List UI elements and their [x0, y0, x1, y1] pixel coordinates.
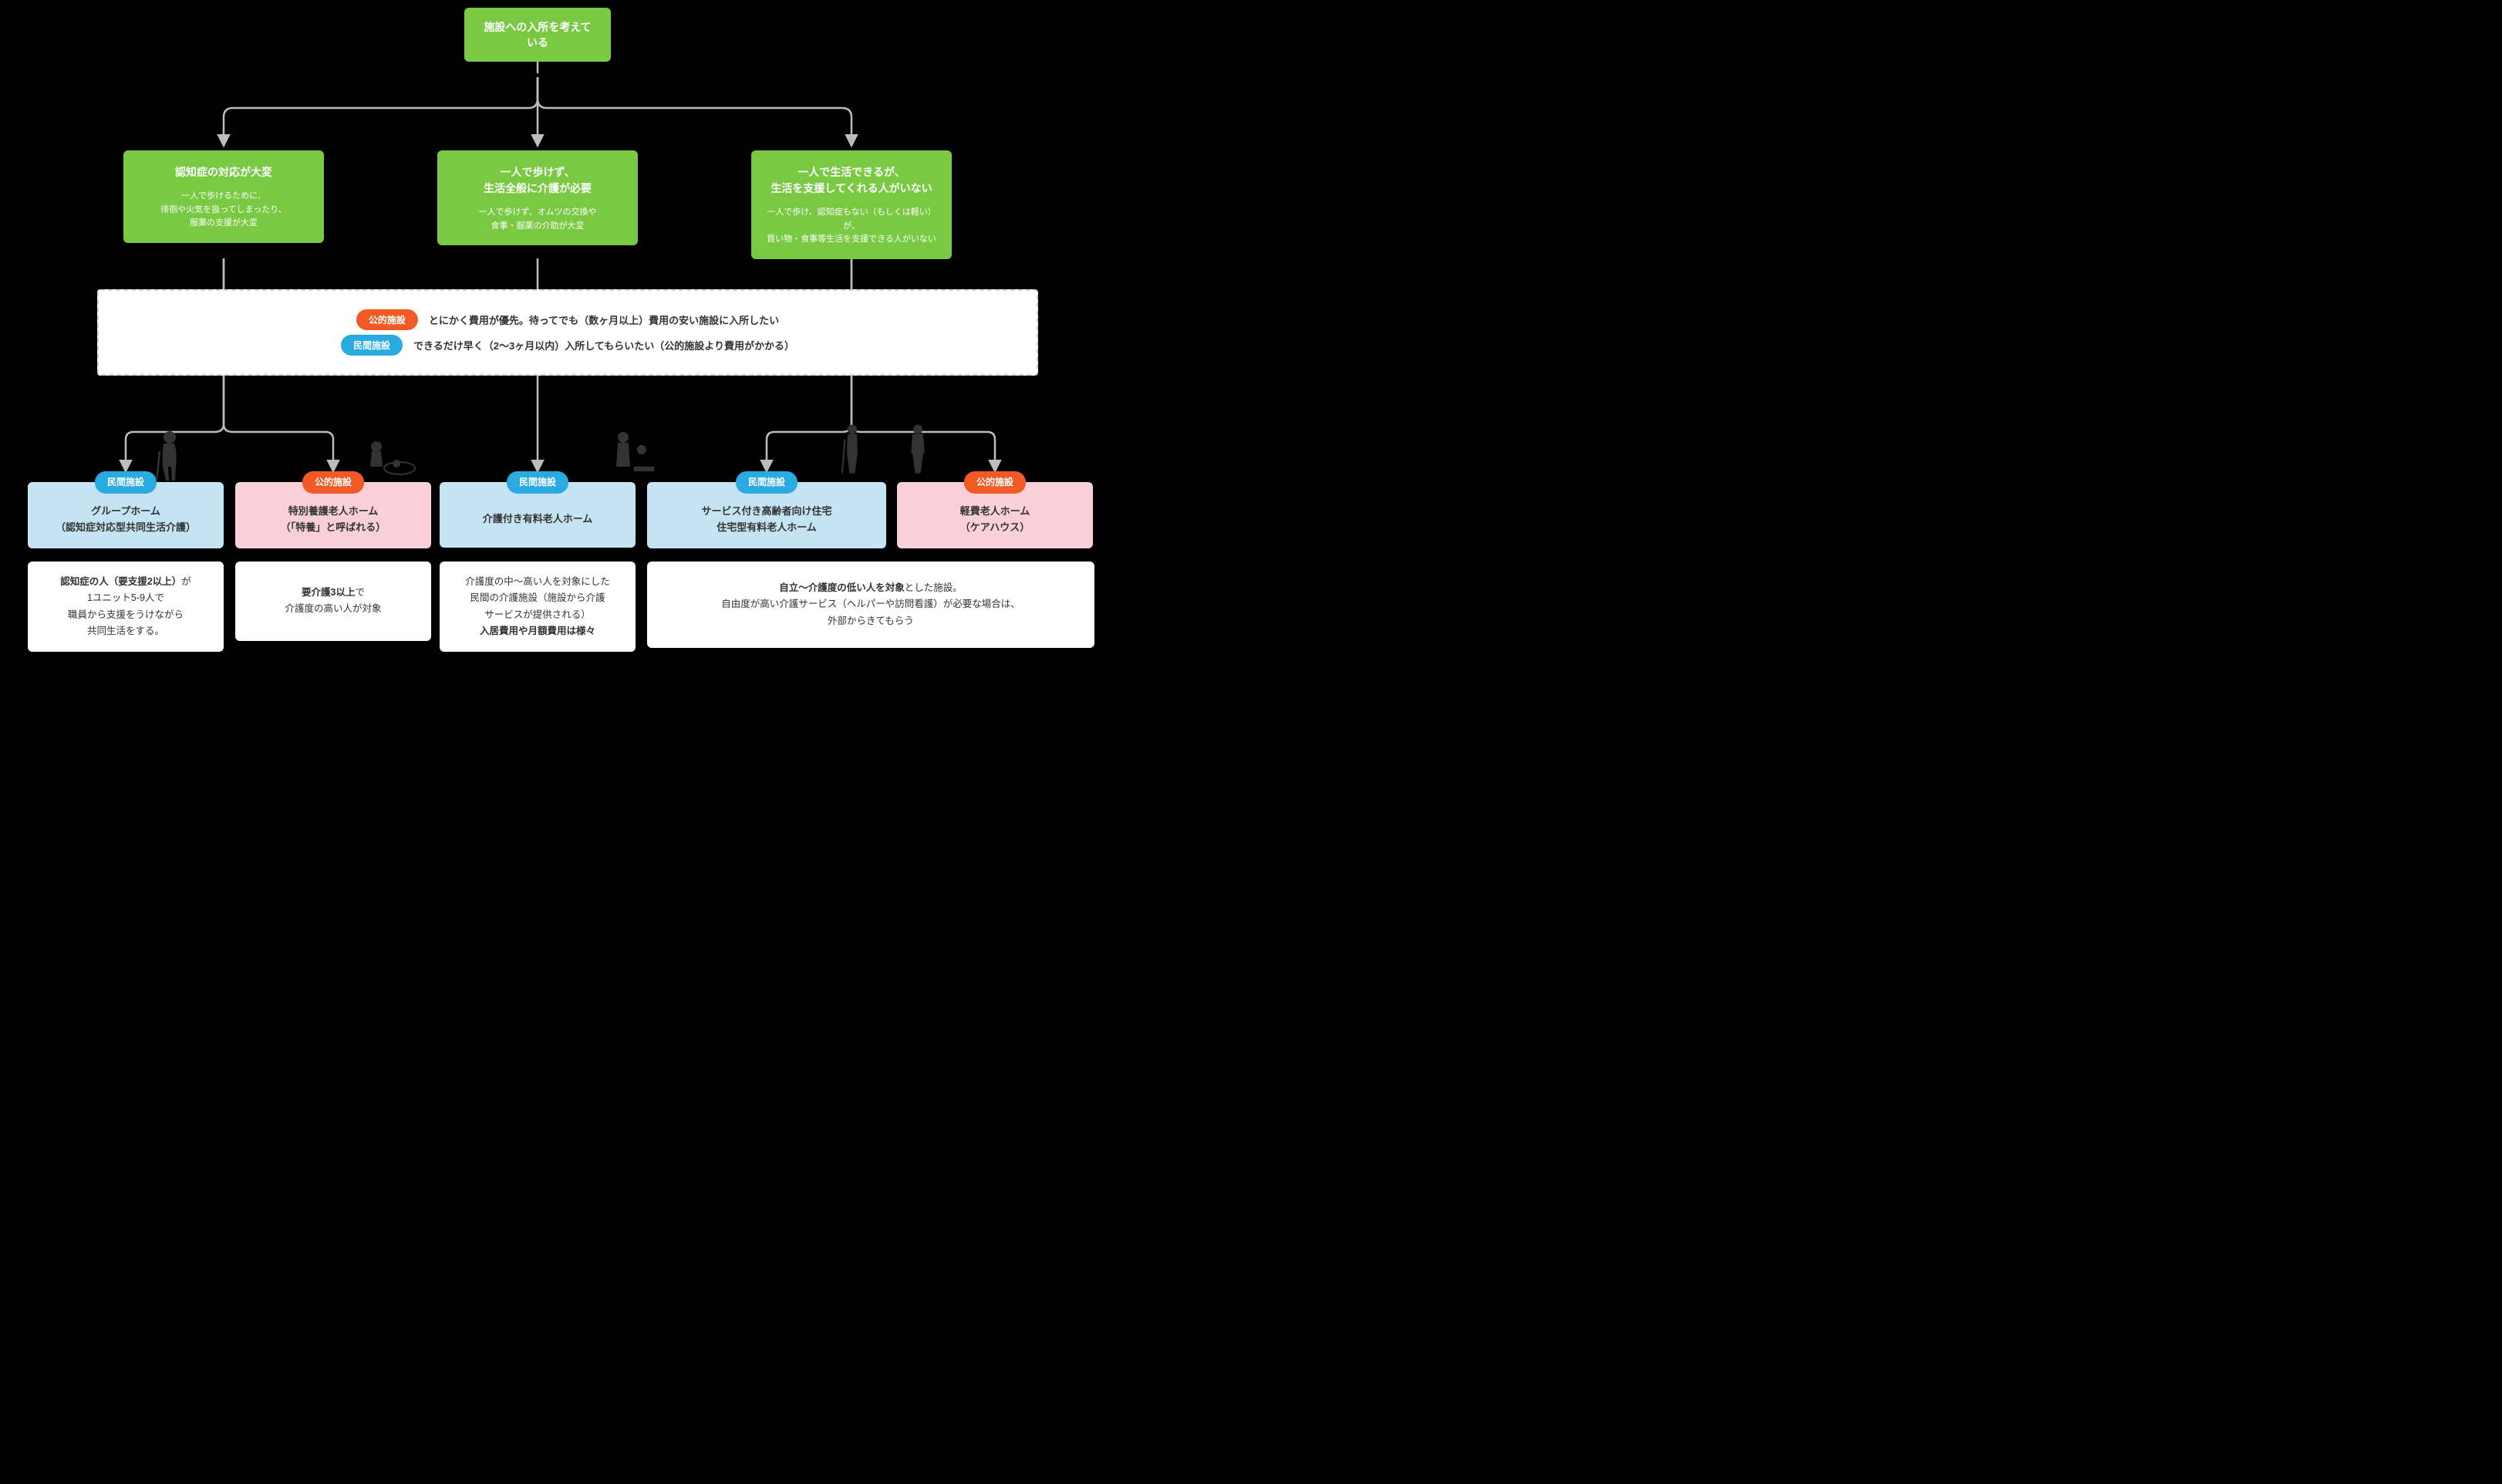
mid-node-2: 一人で歩けず、生活全般に介護が必要 一人で歩けず、オムツの交換や食事・服薬の介助… [437, 150, 638, 245]
fac5-pill: 公的施設 [964, 471, 1026, 494]
facility-card-2: 公的施設 特別養護老人ホーム（「特養」と呼ばれる） [235, 482, 431, 548]
legend-private-text: できるだけ早く（2〜3ヶ月以内）入所してもらいたい（公的施設より費用がかかる） [413, 338, 794, 352]
mid-node-3: 一人で生活できるが、生活を支援してくれる人がいない 一人で歩け、認知症もない（も… [751, 150, 952, 259]
fac1-pill: 民間施設 [95, 471, 157, 494]
fac4-pill: 民間施設 [736, 471, 797, 494]
care-bed-icon [362, 432, 416, 486]
mid1-title: 認知症の対応が大変 [131, 164, 316, 180]
legend-private-pill: 民間施設 [341, 335, 403, 356]
mid3-title: 一人で生活できるが、生活を支援してくれる人がいない [759, 164, 944, 197]
facility-card-4: 民間施設 サービス付き高齢者向け住宅住宅型有料老人ホーム [647, 482, 886, 548]
root-node: 施設への入所を考えている [464, 8, 611, 62]
mid-node-1: 認知症の対応が大変 一人で歩けるために、 徘徊や火気を扱ってしまったり、 服薬の… [123, 150, 324, 243]
desc-box-4: 自立〜介護度の低い人を対象とした施設。自由度が高い介護サービス（ヘルパーや訪問看… [647, 562, 1094, 648]
mid3-desc: 一人で歩け、認知症もない（もしくは軽い）が、買い物・食事等生活を支援できる人がい… [759, 206, 944, 247]
elderly-person-icon [150, 428, 189, 482]
mid2-desc: 一人で歩けず、オムツの交換や食事・服薬の介助が大変 [445, 206, 630, 233]
legend-box: 公的施設 とにかく費用が優先。待ってでも（数ヶ月以上）費用の安い施設に入所したい… [97, 289, 1038, 376]
facility-card-3: 民間施設 介護付き有料老人ホーム [440, 482, 636, 548]
desc-box-1: 認知症の人（要支援2以上）が1ユニット5-9人で職員から支援をうけながら共同生活… [28, 562, 224, 652]
standing-person-2-icon [899, 423, 937, 477]
desc-box-2: 要介護3以上で介護度の高い人が対象 [235, 562, 431, 641]
fac2-pill: 公的施設 [302, 471, 364, 494]
mid1-desc: 一人で歩けるために、 徘徊や火気を扱ってしまったり、 服薬の支援が大変 [131, 190, 316, 231]
facility-card-5: 公的施設 軽費老人ホーム（ケアハウス） [897, 482, 1093, 548]
standing-person-icon [833, 423, 872, 477]
caregiver-icon [609, 428, 656, 482]
legend-public-text: とにかく費用が優先。待ってでも（数ヶ月以上）費用の安い施設に入所したい [429, 312, 779, 327]
facility-card-1: 民間施設 グループホーム（認知症対応型共同生活介護） [28, 482, 224, 548]
desc-box-3: 介護度の中〜高い人を対象にした民間の介護施設（施設から介護サービスが提供される）… [440, 562, 636, 652]
root-label: 施設への入所を考えている [484, 21, 591, 49]
legend-public-pill: 公的施設 [356, 309, 418, 330]
mid2-title: 一人で歩けず、生活全般に介護が必要 [445, 164, 630, 197]
fac3-pill: 民間施設 [507, 471, 568, 494]
